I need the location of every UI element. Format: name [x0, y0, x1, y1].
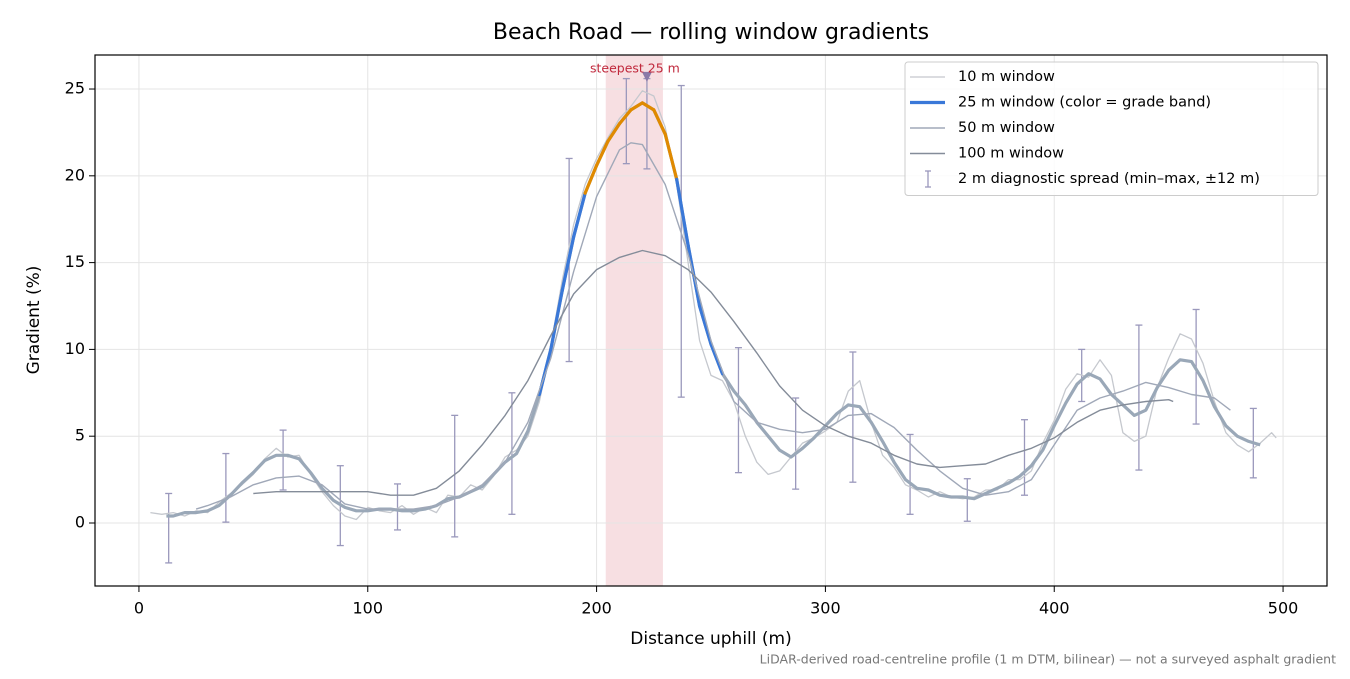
grade-band-segment [697, 304, 713, 346]
x-tick-label: 500 [1268, 599, 1299, 618]
x-tick-label: 400 [1039, 599, 1070, 618]
error-bar [394, 483, 402, 531]
x-tick-label: 100 [352, 599, 383, 618]
x-axis-label: Distance uphill (m) [630, 629, 791, 649]
annotation-marker [641, 71, 652, 82]
x-tick-label: 0 [134, 599, 144, 618]
legend-label: 50 m window [958, 120, 1055, 136]
grade-band-segment [652, 108, 667, 136]
grade-band-segment [572, 191, 587, 239]
grade-band-segment [663, 132, 679, 181]
error-bar [1135, 324, 1143, 471]
legend-box [904, 61, 1319, 196]
error-bar [677, 84, 685, 398]
grade-band-segment [640, 101, 656, 112]
grade-band-segment [709, 342, 725, 376]
error-bar [279, 429, 287, 491]
error-bar [849, 351, 857, 483]
series-line [195, 142, 1231, 510]
grade-band-segment [560, 234, 576, 292]
error-bar [792, 397, 800, 490]
error-bar [622, 77, 630, 165]
error-bar [165, 492, 173, 564]
grade-band-segment [594, 139, 610, 168]
error-bar [906, 433, 914, 515]
grade-band-segment [629, 101, 644, 112]
grade-band-segment [549, 288, 564, 352]
plot-frame [94, 54, 1328, 587]
grade-band-segment [606, 122, 622, 143]
series-line [253, 249, 1174, 496]
series-line [150, 90, 1277, 521]
legend-label: 100 m window [958, 146, 1064, 162]
chart-title: Beach Road — rolling window gradients [493, 20, 929, 45]
error-bar [222, 452, 230, 523]
error-bar [451, 414, 459, 538]
y-tick-label: 15 [65, 252, 85, 271]
grade-band-segment [537, 347, 553, 397]
footnote: LiDAR-derived road-centreline profile (1… [760, 652, 1336, 667]
grade-band-segment [617, 108, 633, 126]
grade-band-segment [583, 163, 599, 195]
grade-band-segment [675, 177, 690, 247]
y-tick-label: 25 [65, 79, 85, 98]
highlight-band [605, 55, 663, 586]
y-tick-label: 0 [75, 512, 85, 531]
y-tick-label: 5 [75, 426, 85, 445]
error-bar [734, 347, 742, 474]
x-tick-label: 300 [810, 599, 841, 618]
legend-label: 25 m window (color = grade band) [958, 95, 1211, 111]
y-tick-label: 20 [65, 165, 85, 184]
x-tick-label: 200 [581, 599, 612, 618]
legend-label: 10 m window [958, 69, 1055, 85]
y-axis-label: Gradient (%) [24, 266, 44, 375]
y-tick-label: 10 [65, 339, 85, 358]
error-bar [963, 478, 971, 522]
legend-label: 2 m diagnostic spread (min–max, ±12 m) [958, 171, 1260, 187]
annotation-label: steepest 25 m [590, 60, 680, 75]
